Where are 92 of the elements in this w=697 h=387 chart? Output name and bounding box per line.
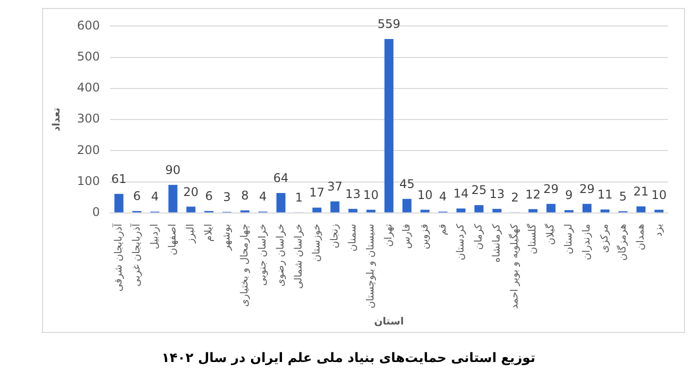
data-label: 29	[543, 182, 559, 196]
x-tick-label: سیستان و بلوچستان	[366, 224, 377, 309]
x-tick-label: اردبیل	[150, 224, 161, 250]
x-tick-label: زنجان	[330, 224, 341, 248]
bar	[456, 208, 466, 212]
data-label: 3	[223, 190, 231, 204]
data-label: 4	[259, 190, 267, 204]
x-tick-label: سمنان	[348, 224, 359, 252]
bar	[528, 209, 538, 212]
bar	[384, 38, 394, 212]
x-tick-label: فارس	[402, 224, 413, 249]
data-label: 559	[378, 17, 400, 32]
bar	[600, 209, 610, 212]
data-label: 12	[525, 187, 541, 202]
bar	[186, 206, 196, 212]
data-label: 13	[489, 186, 505, 201]
data-label: 4	[439, 190, 447, 204]
x-tick-label: کردستان	[456, 224, 467, 260]
data-label: 14	[453, 186, 469, 201]
x-tick-label: خراسان رضوی	[276, 224, 287, 287]
y-tick-label: 0	[92, 204, 100, 219]
x-tick-label: مرکزی	[600, 224, 611, 253]
bar	[114, 194, 124, 212]
data-label: 11	[597, 188, 613, 202]
data-label: 1	[295, 190, 303, 205]
x-tick-label: چهارمحال و بختیاری	[240, 224, 251, 307]
y-tick-label: 200	[77, 142, 100, 157]
bar	[276, 192, 286, 212]
bar	[402, 198, 412, 212]
bar	[474, 205, 484, 212]
x-tick-label: گلستان	[526, 224, 539, 254]
bar	[654, 210, 664, 212]
text: توزیع استانی حمایت‌های بنیاد ملی علم ایران در سال ۱۴۰۲	[160, 351, 536, 366]
x-tick-label: قم	[438, 224, 449, 236]
bar	[636, 206, 646, 212]
x-tick-label: هرمزگان	[616, 224, 629, 261]
y-tick-label: 400	[77, 80, 100, 95]
bar	[546, 204, 556, 212]
bar	[582, 204, 592, 212]
data-label: 4	[151, 190, 159, 204]
x-tick-label: کهگیلویه و بویر احمد	[508, 224, 521, 310]
bar	[168, 184, 178, 212]
x-tick-label: کرمان	[474, 224, 485, 250]
y-tick-label: 300	[77, 112, 100, 126]
x-tick-label: یزد	[654, 224, 665, 237]
data-label: 29	[579, 182, 595, 196]
data-label: 13	[345, 186, 361, 201]
x-tick-label: آذربایجان شرقی	[112, 222, 124, 292]
data-label: 20	[183, 184, 199, 199]
x-tick-label: تهران	[384, 224, 395, 247]
x-tick-label: البرز	[186, 224, 197, 244]
data-label: 45	[399, 176, 415, 191]
x-tick-label: خوزستان	[312, 224, 323, 262]
bar	[366, 210, 376, 212]
x-tick-label: بوشهر	[222, 224, 233, 252]
x-tick-label: خراسان جنوبی	[258, 224, 269, 286]
data-label: 8	[241, 188, 249, 202]
x-tick-label: مازندران	[582, 224, 593, 260]
data-label: 5	[619, 189, 627, 204]
data-label: 17	[309, 186, 325, 200]
data-label: 21	[633, 184, 649, 198]
y-tick-label: 500	[77, 49, 100, 64]
y-tick-label: 600	[77, 18, 100, 32]
x-tick-label: گیلان	[544, 224, 557, 245]
x-tick-label: کرمانشاه	[492, 224, 503, 263]
x-tick-label: آذربایجان غربی	[130, 222, 143, 286]
bar	[312, 208, 322, 212]
x-tick-label: خراسان شمالی	[294, 224, 305, 289]
x-axis-title: استان	[374, 316, 404, 328]
x-tick-label: ایلام	[204, 224, 215, 242]
data-label: 25	[471, 183, 487, 198]
data-label: 10	[363, 188, 379, 202]
x-tick-label: قزوین	[420, 224, 431, 250]
data-label: 9	[565, 188, 573, 202]
y-tick-label: 100	[77, 174, 100, 188]
data-label: 10	[651, 188, 667, 202]
bar	[420, 210, 430, 212]
data-label: 6	[205, 189, 213, 204]
data-label: 10	[417, 188, 433, 202]
data-label: 64	[273, 171, 289, 186]
data-label: 61	[111, 172, 127, 186]
x-tick-label: لرستان	[564, 224, 575, 254]
data-label: 6	[133, 189, 141, 204]
data-label: 37	[327, 179, 343, 194]
bar	[492, 208, 502, 212]
y-axis-title: تعداد	[52, 107, 63, 132]
data-label: 2	[511, 190, 519, 204]
data-label: 90	[165, 162, 181, 177]
x-tick-label: همدان	[636, 224, 647, 250]
bar	[348, 208, 358, 212]
bar	[330, 201, 340, 212]
x-tick-label: اصفهان	[168, 224, 179, 256]
